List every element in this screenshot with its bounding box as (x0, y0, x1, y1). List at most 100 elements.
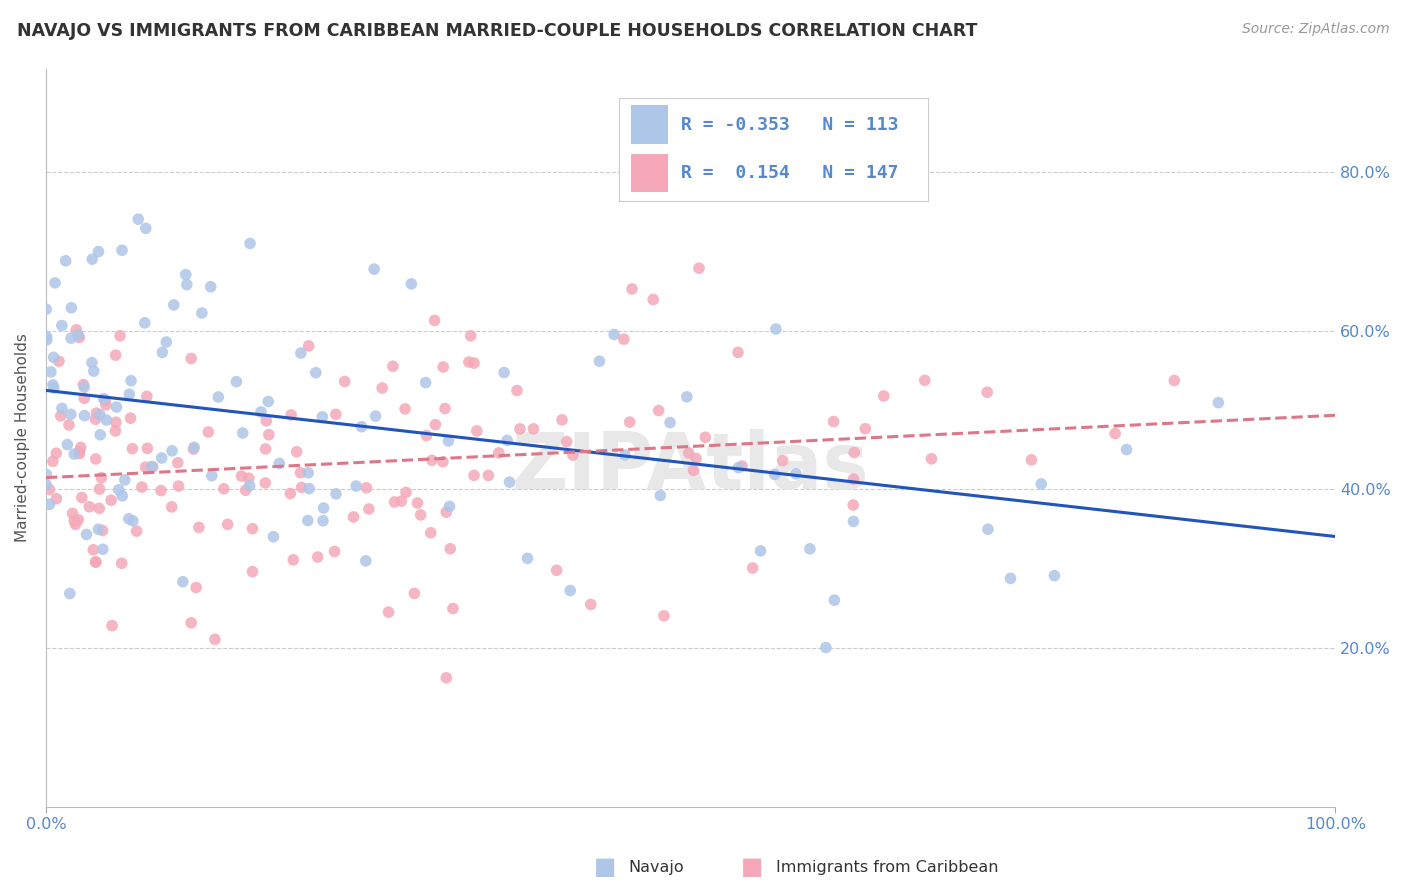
Point (58, 417, 80, 432)
Point (187, 520, 209, 534)
Point (160, 443, 183, 458)
Point (135, 389, 157, 403)
Point (325, 487, 347, 501)
Point (160, 500, 183, 514)
Point (311, 409, 333, 424)
Point (727, 460, 749, 475)
Point (356, 481, 378, 495)
Point (120, 374, 142, 388)
Point (463, 356, 485, 370)
Bar (631, 153, 668, 193)
Point (727, 345, 749, 359)
Point (51, 318, 73, 333)
Point (62, 507, 84, 521)
Point (741, 561, 763, 575)
Point (457, 355, 479, 369)
Point (79, 500, 101, 514)
Point (91, 542, 114, 557)
Point (395, 485, 418, 500)
Point (51, 401, 73, 416)
Point (125, 524, 148, 538)
Point (678, 446, 700, 460)
Point (312, 501, 335, 516)
Point (42, 377, 65, 392)
Point (1163, 374, 1185, 388)
Point (285, 444, 308, 458)
Point (254, 442, 277, 456)
Point (91, 524, 114, 538)
Point (238, 471, 260, 485)
Point (118, 512, 141, 526)
Point (409, 508, 432, 522)
Point (298, 339, 321, 353)
Point (42, 351, 65, 365)
Point (437, 434, 460, 448)
Point (652, 608, 675, 623)
Point (66, 327, 89, 342)
Point (415, 376, 437, 390)
Point (45, 446, 67, 460)
Point (136, 442, 159, 456)
Point (67, 447, 90, 461)
Point (96, 413, 118, 427)
Text: NAVAJO VS IMMIGRANTS FROM CARIBBEAN MARRIED-COUPLE HOUSEHOLDS CORRELATION CHART: NAVAJO VS IMMIGRANTS FROM CARIBBEAN MARR… (17, 22, 977, 40)
Point (621, 282, 644, 296)
Point (134, 316, 156, 330)
Point (191, 306, 214, 320)
Point (200, 280, 222, 294)
Point (560, 583, 582, 598)
Point (180, 351, 202, 366)
Point (305, 366, 328, 380)
Point (588, 354, 610, 368)
Point (799, 541, 821, 556)
Point (73, 391, 96, 405)
Point (976, 385, 998, 400)
Point (225, 375, 247, 389)
Point (232, 425, 254, 440)
Point (84, 452, 107, 467)
Point (217, 517, 239, 532)
Point (842, 472, 865, 486)
Point (772, 453, 794, 467)
Point (35, 329, 58, 343)
Point (104, 415, 127, 429)
Point (65, 323, 87, 337)
Y-axis label: Married-couple Households: Married-couple Households (15, 334, 30, 542)
Point (55, 253, 77, 268)
Point (60, 331, 83, 345)
Point (35, 302, 58, 317)
Text: R =  0.154   N = 147: R = 0.154 N = 147 (681, 164, 898, 182)
Point (73, 380, 96, 394)
Point (718, 181, 741, 195)
Point (114, 473, 136, 487)
Point (239, 236, 262, 251)
Point (439, 541, 461, 556)
Point (231, 469, 253, 483)
Text: ZIPAtlas: ZIPAtlas (512, 429, 869, 505)
Point (44, 276, 66, 290)
Point (56, 437, 79, 451)
Point (546, 563, 568, 577)
Point (1021, 453, 1043, 467)
Point (94, 393, 117, 408)
Point (688, 261, 710, 276)
Point (172, 574, 194, 589)
Point (1043, 568, 1066, 582)
Point (49, 409, 72, 423)
Point (371, 381, 394, 395)
Point (235, 483, 257, 498)
Point (785, 467, 807, 481)
Point (323, 544, 346, 558)
Point (254, 414, 277, 428)
Point (363, 262, 385, 277)
Point (333, 375, 356, 389)
Point (873, 389, 896, 403)
Point (104, 348, 127, 362)
Point (35, 467, 58, 482)
Point (84, 555, 107, 569)
Point (111, 489, 134, 503)
Point (465, 424, 488, 438)
Point (100, 493, 122, 508)
Point (842, 515, 865, 529)
Point (731, 458, 754, 473)
